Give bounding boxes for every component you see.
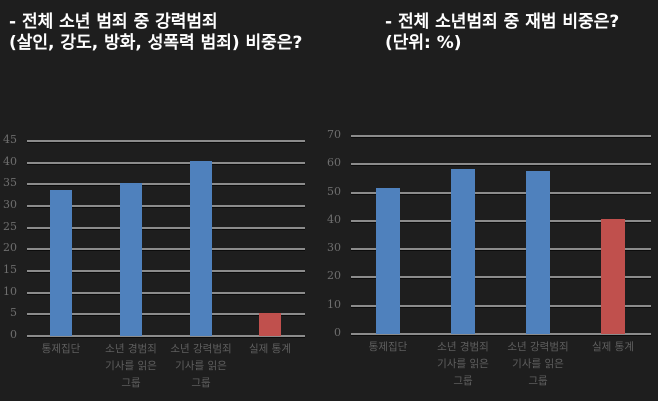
gridline — [27, 313, 305, 317]
gridline — [351, 135, 651, 138]
bar-1 — [376, 188, 400, 334]
y-tick-label: 20 — [327, 269, 341, 283]
bar-3 — [190, 160, 212, 336]
gridline — [351, 219, 651, 223]
x-axis-label: 소년 강력범죄 기사를 읽은 그룹 — [507, 341, 569, 387]
y-tick-label: 0 — [10, 328, 17, 341]
y-tick-label: 40 — [3, 154, 17, 168]
left-chart-title: - 전체 소년 범죄 중 강력범죄 (살인, 강도, 방화, 성폭력 범죄) 비… — [9, 12, 303, 53]
right-chart-title: - 전체 소년범죄 중 재범 비중은? (단위: %) — [385, 12, 620, 53]
y-tick-label: 40 — [327, 212, 341, 226]
x-axis-label: 실제 통계 — [249, 343, 291, 355]
bar-2 — [120, 182, 142, 336]
y-tick-label: 35 — [3, 176, 17, 190]
gridline — [27, 226, 305, 230]
gridline — [27, 140, 305, 143]
gridline — [27, 248, 305, 252]
y-tick-label: 50 — [327, 184, 341, 198]
gridline — [27, 205, 305, 208]
gridline — [27, 183, 305, 187]
y-tick-label: 0 — [334, 326, 341, 339]
bar-4 — [259, 313, 281, 336]
x-axis-label: 소년 강력범죄 기사를 읽은 그룹 — [170, 343, 232, 389]
y-tick-label: 20 — [3, 241, 17, 255]
y-tick-label: 45 — [3, 133, 17, 146]
x-axis-label: 소년 경범죄 기사를 읽은 그룹 — [105, 343, 157, 389]
y-tick-label: 15 — [3, 263, 17, 276]
gridline — [27, 335, 305, 338]
bar-1 — [50, 189, 72, 336]
gridline — [351, 191, 651, 195]
x-axis-label: 통제집단 — [41, 343, 81, 355]
gridline — [27, 291, 305, 295]
x-axis-label: 소년 경범죄 기사를 읽은 그룹 — [437, 341, 489, 387]
gridline — [351, 304, 651, 308]
y-tick-label: 30 — [3, 198, 17, 211]
bar-3 — [526, 170, 550, 334]
gridline — [351, 248, 651, 252]
y-tick-label: 70 — [327, 128, 341, 141]
x-axis-label: 실제 통계 — [592, 341, 634, 353]
y-tick-label: 60 — [327, 156, 341, 170]
gridline — [351, 333, 651, 336]
y-tick-label: 10 — [3, 284, 17, 298]
gridline — [27, 270, 305, 273]
bar-2 — [451, 169, 475, 334]
x-axis-label: 통제집단 — [368, 341, 408, 353]
gridline — [27, 161, 305, 165]
gridline — [351, 276, 651, 280]
y-tick-label: 30 — [327, 241, 341, 255]
gridline — [351, 163, 651, 167]
bar-4 — [601, 219, 625, 334]
y-tick-label: 10 — [327, 297, 341, 311]
y-tick-label: 25 — [3, 219, 17, 233]
y-tick-label: 5 — [10, 306, 17, 320]
